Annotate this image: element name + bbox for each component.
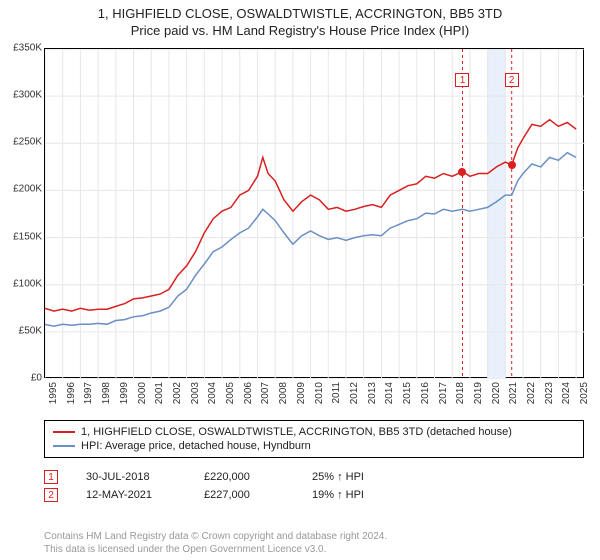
x-tick-label: 2020: [491, 382, 502, 404]
tx-date: 30-JUL-2018: [86, 471, 176, 483]
x-tick-label: 2003: [190, 382, 201, 404]
table-row: 1 30-JUL-2018 £220,000 25% ↑ HPI: [44, 468, 584, 486]
x-tick-label: 2004: [207, 382, 218, 404]
x-tick-label: 2014: [384, 382, 395, 404]
x-tick-label: 2011: [331, 382, 342, 404]
legend-swatch: [53, 445, 75, 447]
footer: Contains HM Land Registry data © Crown c…: [44, 530, 387, 556]
x-tick-label: 2002: [172, 382, 183, 404]
x-tick-label: 2016: [420, 382, 431, 404]
x-tick-label: 2005: [225, 382, 236, 404]
tx-delta: 25% ↑ HPI: [312, 471, 364, 483]
x-tick-label: 2001: [154, 382, 165, 404]
transactions-table: 1 30-JUL-2018 £220,000 25% ↑ HPI 2 12-MA…: [44, 468, 584, 504]
y-tick-label: £200K: [0, 184, 42, 195]
tx-delta: 19% ↑ HPI: [312, 489, 364, 501]
x-tick-label: 1996: [66, 382, 77, 404]
x-tick-label: 2024: [561, 382, 572, 404]
ref-marker-icon: 2: [505, 73, 519, 87]
x-tick-label: 2019: [473, 382, 484, 404]
x-tick-label: 2012: [349, 382, 360, 404]
legend-label: HPI: Average price, detached house, Hynd…: [81, 440, 311, 452]
x-tick-label: 1997: [83, 382, 94, 404]
price-chart: 12: [44, 48, 584, 378]
legend-item: 1, HIGHFIELD CLOSE, OSWALDTWISTLE, ACCRI…: [53, 425, 575, 439]
y-tick-label: £100K: [0, 278, 42, 289]
x-tick-label: 2015: [402, 382, 413, 404]
legend-item: HPI: Average price, detached house, Hynd…: [53, 439, 575, 453]
x-tick-label: 1999: [119, 382, 130, 404]
x-tick-label: 1995: [48, 382, 59, 404]
legend: 1, HIGHFIELD CLOSE, OSWALDTWISTLE, ACCRI…: [44, 420, 584, 458]
legend-label: 1, HIGHFIELD CLOSE, OSWALDTWISTLE, ACCRI…: [81, 426, 512, 438]
x-tick-label: 2010: [314, 382, 325, 404]
x-tick-label: 2009: [296, 382, 307, 404]
x-tick-label: 1998: [101, 382, 112, 404]
x-tick-label: 2022: [526, 382, 537, 404]
tx-price: £220,000: [204, 471, 284, 483]
chart-svg: [45, 49, 585, 379]
tx-marker-icon: 1: [44, 470, 58, 484]
title-block: 1, HIGHFIELD CLOSE, OSWALDTWISTLE, ACCRI…: [0, 0, 600, 38]
price-point-icon: [458, 168, 466, 176]
title-line1: 1, HIGHFIELD CLOSE, OSWALDTWISTLE, ACCRI…: [0, 6, 600, 21]
footer-line2: This data is licensed under the Open Gov…: [44, 543, 387, 556]
y-tick-label: £250K: [0, 137, 42, 148]
x-tick-label: 2007: [260, 382, 271, 404]
y-tick-label: £0: [0, 373, 42, 384]
x-tick-label: 2021: [508, 382, 519, 404]
table-row: 2 12-MAY-2021 £227,000 19% ↑ HPI: [44, 486, 584, 504]
x-tick-label: 2008: [278, 382, 289, 404]
y-tick-label: £50K: [0, 325, 42, 336]
x-tick-label: 2018: [455, 382, 466, 404]
legend-swatch: [53, 431, 75, 433]
price-point-icon: [508, 161, 516, 169]
y-tick-label: £300K: [0, 90, 42, 101]
y-tick-label: £350K: [0, 43, 42, 54]
y-tick-label: £150K: [0, 231, 42, 242]
tx-date: 12-MAY-2021: [86, 489, 176, 501]
footer-line1: Contains HM Land Registry data © Crown c…: [44, 530, 387, 543]
x-tick-label: 2023: [544, 382, 555, 404]
tx-marker-icon: 2: [44, 488, 58, 502]
x-tick-label: 2000: [137, 382, 148, 404]
ref-marker-icon: 1: [455, 73, 469, 87]
x-tick-label: 2017: [438, 382, 449, 404]
tx-price: £227,000: [204, 489, 284, 501]
x-tick-label: 2013: [367, 382, 378, 404]
figure: 1, HIGHFIELD CLOSE, OSWALDTWISTLE, ACCRI…: [0, 0, 600, 560]
title-line2: Price paid vs. HM Land Registry's House …: [0, 23, 600, 38]
x-tick-label: 2006: [243, 382, 254, 404]
x-tick-label: 2025: [579, 382, 590, 404]
